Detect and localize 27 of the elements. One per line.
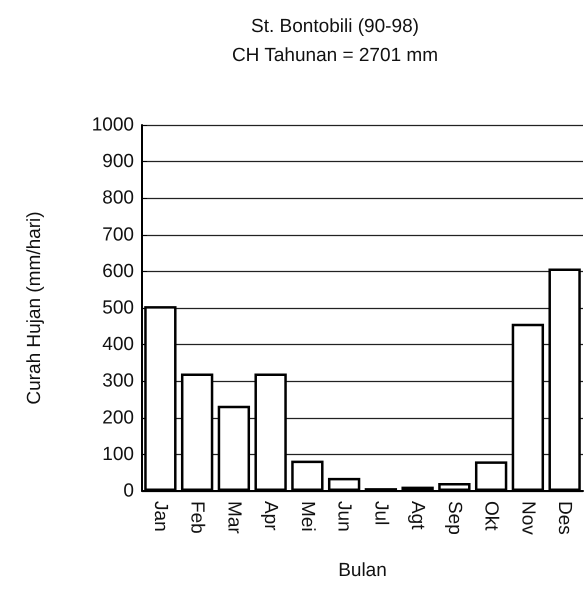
y-axis-title: Curah Hujan (mm/hari) [24,211,45,405]
y-tick-label: 200 [102,407,134,428]
y-tick-label: 500 [102,298,134,318]
x-tick-label: Agt [407,501,428,530]
x-tick-label: Sep [444,501,465,535]
x-tick-label: Feb [186,501,208,534]
x-tick-label: Jan [150,501,171,532]
y-tick-label: 800 [102,188,134,209]
y-tick-label: 900 [102,151,134,172]
y-tick-label: 600 [102,260,134,282]
chart-subtitle: CH Tahunan = 2701 mm [232,45,438,66]
x-tick-label: Nov [517,501,538,536]
y-tick-label: 1000 [92,114,134,136]
x-tick-label: Jul [370,501,392,526]
chart-title: St. Bontobili (90-98) [251,16,419,37]
x-axis-title: Bulan [338,560,387,581]
x-tick-label: Mei [296,501,318,532]
y-tick-label: 700 [102,224,134,246]
x-tick-label: Des [554,501,576,535]
y-tick-label: 400 [102,334,134,356]
y-tick-label: 100 [102,444,134,465]
y-tick-label: 300 [102,370,134,392]
x-tick-label: Apr [260,501,282,532]
x-tick-label: Okt [480,501,502,532]
x-tick-label: Mar [223,501,244,534]
x-tick-label: Jun [334,501,355,532]
y-tick-label: 0 [123,480,134,502]
